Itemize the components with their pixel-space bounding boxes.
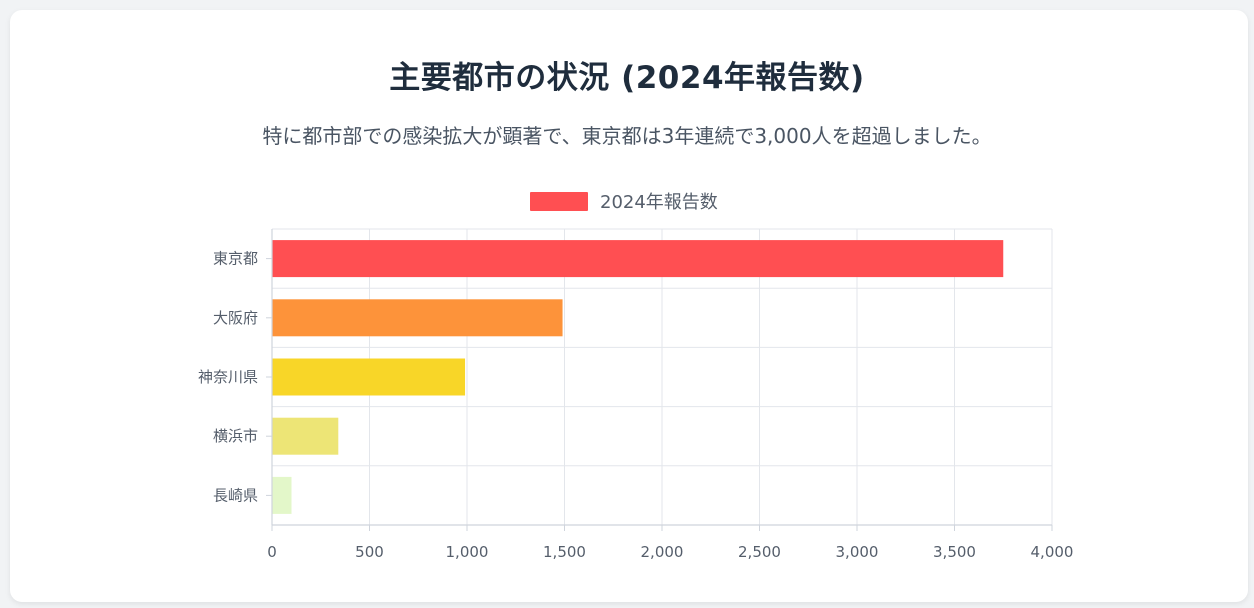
y-category-label: 大阪府 <box>213 309 258 327</box>
bars <box>272 240 1004 514</box>
bar-東京都 <box>272 240 1004 278</box>
y-category-label: 長崎県 <box>213 486 258 504</box>
tick-labels: 0 500 1,000 1,500 2,000 2,500 3,000 3,500 4,000 東… <box>198 250 1073 561</box>
x-tick-label: 1,500 <box>543 543 586 561</box>
bar-神奈川県 <box>272 358 466 396</box>
x-tick-label: 500 <box>355 543 384 561</box>
x-tick-label: 3,500 <box>933 543 976 561</box>
x-tick-label: 2,500 <box>738 543 781 561</box>
x-tick-label: 4,000 <box>1031 543 1074 561</box>
x-tick-label: 0 <box>267 543 277 561</box>
chart-subtitle: 特に都市部での感染拡大が顕著で、東京都は3年連続で3,000人を超過しました。 <box>262 124 992 148</box>
legend-label: 2024年報告数 <box>600 192 718 213</box>
y-category-label: 横浜市 <box>213 427 258 445</box>
x-tick-label: 3,000 <box>836 543 879 561</box>
axes <box>266 229 1053 531</box>
bar-長崎県 <box>272 476 292 514</box>
bar-横浜市 <box>272 417 339 455</box>
chart-card <box>10 10 1248 602</box>
y-category-label: 神奈川県 <box>198 368 258 386</box>
chart-title: 主要都市の状況 (2024年報告数) <box>389 60 865 96</box>
bar-大阪府 <box>272 299 563 337</box>
legend[interactable]: 2024年報告数 <box>530 188 718 214</box>
legend-swatch <box>530 191 588 211</box>
y-category-label: 東京都 <box>213 250 258 268</box>
x-tick-label: 2,000 <box>641 543 684 561</box>
x-tick-label: 1,000 <box>446 543 489 561</box>
